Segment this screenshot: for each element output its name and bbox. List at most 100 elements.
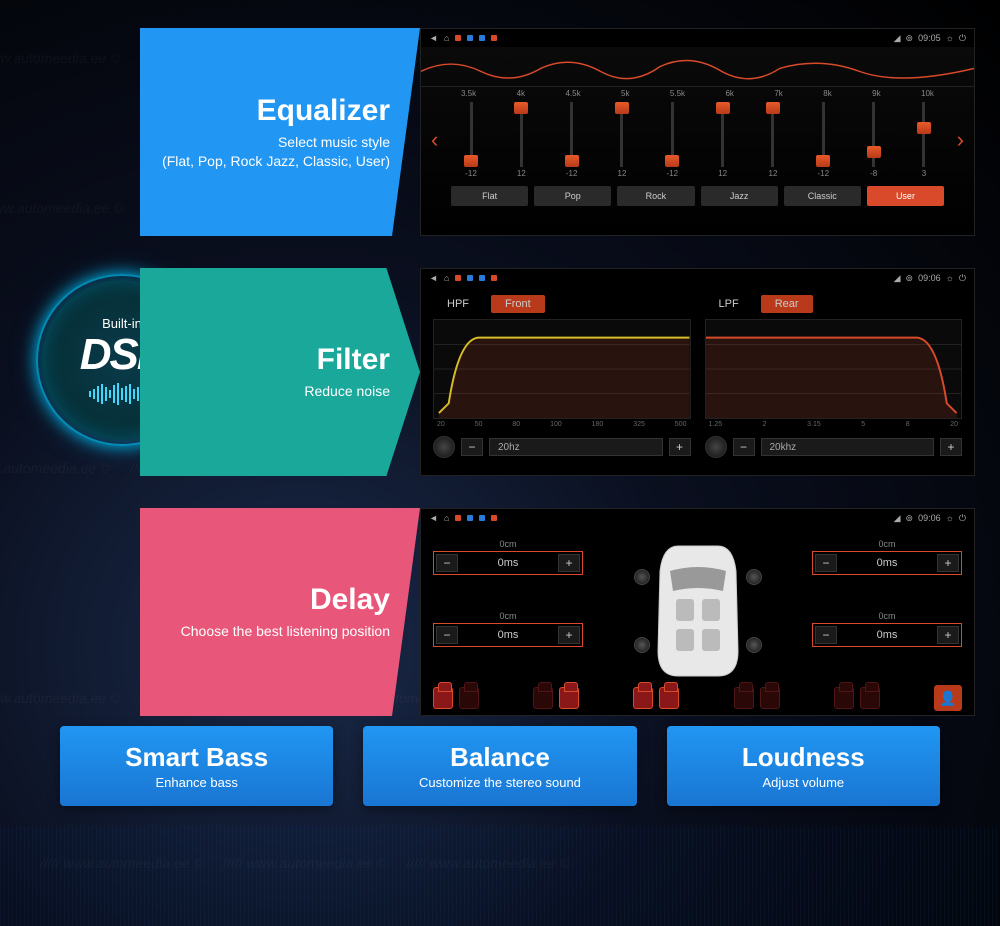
back-icon[interactable]: ◄ [429,513,438,523]
home-icon[interactable]: ⌂ [444,273,449,283]
eq-preset-classic[interactable]: Classic [784,186,861,206]
eq-slider[interactable]: -12 [562,102,582,182]
seat-option[interactable] [760,687,780,709]
eq-slider[interactable]: 12 [612,102,632,182]
seat-option[interactable] [459,687,479,709]
eq-freq-label: 6k [725,89,733,98]
brightness-icon[interactable]: ☼ [946,273,954,283]
eq-slider[interactable]: 12 [713,102,733,182]
eq-slider[interactable]: -12 [461,102,481,182]
seat-option[interactable] [533,687,553,709]
tick-label: 5 [861,421,865,428]
power-icon[interactable]: ⏻ [959,273,966,284]
signal-icon: ◢ [894,273,901,284]
delay-plus-button[interactable]: + [937,626,959,644]
wifi-icon: ⊚ [906,513,914,524]
seat-option[interactable] [860,687,880,709]
back-icon[interactable]: ◄ [429,273,438,283]
delay-ms-value: 0ms [462,629,554,641]
eq-preset-user[interactable]: User [867,186,944,206]
eq-freq-label: 4k [517,89,525,98]
eq-freq-label: 7k [774,89,782,98]
card-title: Balance [383,742,616,773]
seat-option[interactable] [834,687,854,709]
indicator-dot [479,275,485,281]
seat-option[interactable] [433,687,453,709]
eq-preset-flat[interactable]: Flat [451,186,528,206]
home-icon[interactable]: ⌂ [444,33,449,43]
delay-control: −0ms + [812,551,962,575]
indicator-dot [491,35,497,41]
eq-value: 12 [618,169,627,178]
feature-card-smart-bass[interactable]: Smart BassEnhance bass [60,726,333,806]
seat-user-button[interactable]: 👤 [934,685,962,711]
eq-freq-label: 10k [921,89,934,98]
lpf-knob[interactable] [705,436,727,458]
feature-subtitle: Select music style (Flat, Pop, Rock Jazz… [162,133,390,169]
filter-tab-lpf[interactable]: LPF [705,295,753,313]
seat-option[interactable] [734,687,754,709]
filter-tab-rear[interactable]: Rear [761,295,813,313]
lpf-plus-button[interactable]: + [940,438,962,456]
eq-preset-rock[interactable]: Rock [617,186,694,206]
speaker-fl-icon[interactable] [634,569,650,585]
indicator-dot [491,275,497,281]
delay-plus-button[interactable]: + [558,554,580,572]
hpf-tick-labels: 205080100180325500 [433,419,691,430]
eq-slider[interactable]: 3 [914,102,934,182]
eq-next-arrow[interactable]: › [957,127,964,153]
feature-card-loudness[interactable]: Loudness Adjust volume [667,726,940,806]
indicator-dot [467,35,473,41]
eq-slider[interactable]: 12 [511,102,531,182]
indicator-dot [491,515,497,521]
delay-minus-button[interactable]: − [436,554,458,572]
status-bar: ◄ ⌂ ◢ ⊚ 09:06 ☼ ⏻ [421,509,974,527]
feature-card-balance[interactable]: BalanceCustomize the stereo sound [363,726,636,806]
delay-minus-button[interactable]: − [815,626,837,644]
brightness-icon[interactable]: ☼ [946,33,954,43]
eq-slider[interactable]: -12 [813,102,833,182]
delay-ms-value: 0ms [841,557,933,569]
seat-option[interactable] [659,687,679,709]
eq-slider[interactable]: -8 [864,102,884,182]
delay-minus-button[interactable]: − [815,554,837,572]
delay-plus-button[interactable]: + [558,626,580,644]
hpf-readout: 20hz [489,438,663,456]
filter-tab-front[interactable]: Front [491,295,545,313]
feature-title: Filter [317,343,390,376]
home-icon[interactable]: ⌂ [444,513,449,523]
eq-slider[interactable]: 12 [763,102,783,182]
eq-prev-arrow[interactable]: ‹ [431,127,438,153]
back-icon[interactable]: ◄ [429,33,438,43]
card-subtitle: Adjust volume [687,775,920,790]
eq-slider[interactable]: -12 [662,102,682,182]
eq-freq-labels: 3.5k4k4.5k5k5.5k6k7k8k9k10k [421,89,974,98]
eq-freq-label: 4.5k [565,89,580,98]
eq-preset-jazz[interactable]: Jazz [701,186,778,206]
delay-minus-button[interactable]: − [436,626,458,644]
speaker-fr-icon[interactable] [746,569,762,585]
brightness-icon[interactable]: ☼ [946,513,954,523]
lpf-minus-button[interactable]: − [733,438,755,456]
delay-body: 0cm−0ms+0cm−0ms+0cm−0ms+0cm−0ms+ 👤 [421,527,974,715]
card-title: Loudness [687,742,920,773]
power-icon[interactable]: ⏻ [959,513,966,524]
delay-plus-button[interactable]: + [937,554,959,572]
filter-tab-hpf[interactable]: HPF [433,295,483,313]
speaker-rl-icon[interactable] [634,637,650,653]
equalizer-screenshot: ◄ ⌂ ◢ ⊚ 09:05 ☼ ⏻ [420,28,975,236]
feature-tab-filter: Filter Reduce noise [140,268,420,476]
hpf-plus-button[interactable]: + [669,438,691,456]
speaker-rr-icon[interactable] [746,637,762,653]
feature-subtitle: Choose the best listening position [181,622,390,640]
hpf-knob[interactable] [433,436,455,458]
filter-screenshot: ◄ ⌂ ◢ ⊚ 09:06 ☼ ⏻ HPF [420,268,975,476]
seat-option[interactable] [633,687,653,709]
hpf-minus-button[interactable]: − [461,438,483,456]
seat-option[interactable] [559,687,579,709]
power-icon[interactable]: ⏻ [959,33,966,44]
indicator-dot [467,515,473,521]
tick-label: 100 [550,421,562,428]
eq-preset-pop[interactable]: Pop [534,186,611,206]
feature-subtitle: Reduce noise [304,382,390,400]
